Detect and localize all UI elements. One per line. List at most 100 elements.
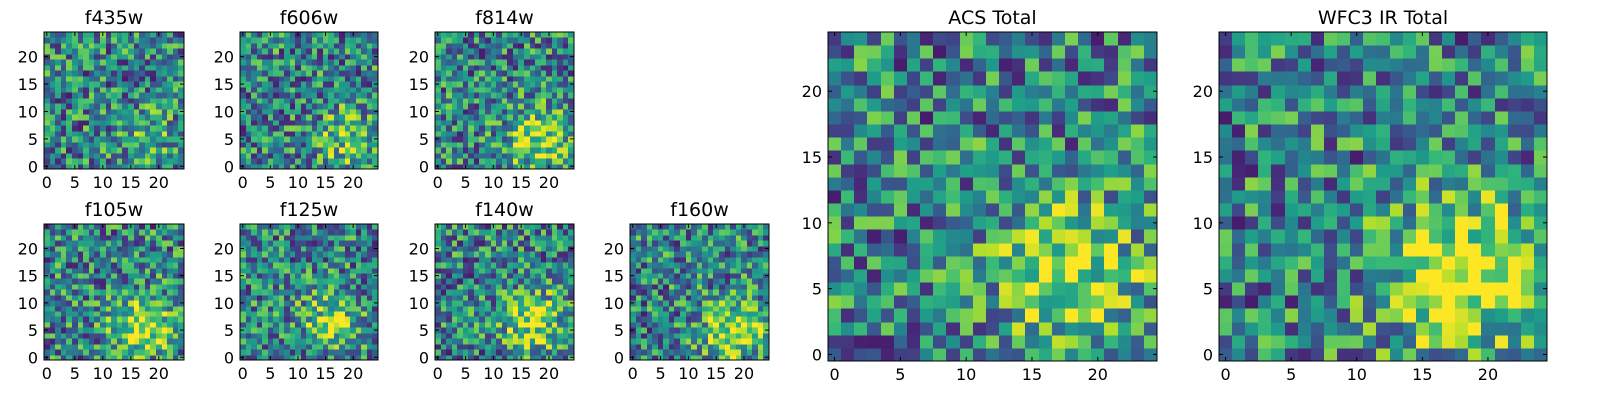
heatmap-cell	[44, 103, 51, 110]
heatmap-cell	[122, 316, 129, 323]
heatmap-cell	[457, 131, 464, 137]
heatmap-cell	[111, 125, 118, 132]
heatmap-cell	[273, 65, 280, 71]
heatmap-cell	[973, 190, 987, 204]
heatmap-cell	[828, 322, 842, 336]
heatmap-cell	[502, 81, 508, 88]
heatmap-cell	[507, 327, 514, 334]
heatmap-cell	[708, 257, 714, 263]
heatmap-cell	[641, 316, 648, 323]
heatmap-cell	[134, 262, 140, 269]
heatmap-cell	[50, 273, 56, 279]
heatmap-cell	[134, 131, 140, 137]
heatmap-cell	[485, 344, 492, 350]
heatmap-cell	[262, 229, 269, 236]
heatmap-cell	[474, 87, 480, 93]
heatmap-cell	[145, 158, 151, 165]
heatmap-cell	[301, 147, 307, 154]
heatmap-cell	[452, 76, 458, 82]
heatmap-cell	[268, 338, 274, 345]
heatmap-cell	[541, 103, 547, 110]
heatmap-cell	[496, 136, 503, 143]
heatmap-cell	[652, 316, 659, 323]
heatmap-cell	[61, 81, 67, 88]
heatmap-cell	[290, 322, 296, 328]
heatmap-cell	[663, 284, 670, 290]
heatmap-cell	[557, 338, 564, 345]
heatmap-cell	[83, 295, 90, 301]
heatmap-cell	[122, 43, 129, 49]
heatmap-cell	[708, 268, 714, 274]
heatmap-cell	[89, 257, 95, 263]
heatmap-cell	[167, 333, 174, 339]
heatmap-cell	[630, 251, 637, 258]
heatmap-cell	[55, 59, 62, 66]
heatmap-cell	[122, 246, 129, 252]
heatmap-cell	[518, 322, 525, 328]
heatmap-cell	[295, 235, 302, 241]
heatmap-cell	[986, 243, 1000, 257]
heatmap-cell	[719, 240, 726, 247]
heatmap-cell	[736, 273, 742, 279]
heatmap-cell	[541, 338, 547, 345]
heatmap-cell	[312, 316, 318, 323]
heatmap-cell	[167, 349, 174, 356]
heatmap-cell	[66, 59, 73, 66]
heatmap-cell	[162, 70, 168, 77]
heatmap-cell	[496, 262, 503, 269]
heatmap-cell	[334, 76, 340, 82]
heatmap-cell	[312, 268, 318, 274]
heatmap-cell	[1144, 164, 1158, 178]
heatmap-cell	[457, 289, 464, 296]
heatmap-cell	[485, 54, 492, 60]
heatmap-cell	[156, 311, 163, 317]
heatmap-cell	[128, 54, 135, 60]
heatmap-cell	[563, 300, 569, 307]
heatmap-cell	[933, 282, 947, 296]
heatmap-cell	[162, 32, 168, 38]
heatmap-cell	[568, 235, 575, 241]
heatmap-cell	[268, 92, 274, 99]
heatmap-cell	[986, 295, 1000, 309]
heatmap-cell	[907, 348, 921, 362]
heatmap-cell	[546, 278, 553, 285]
heatmap-cell	[541, 278, 547, 285]
heatmap-cell	[345, 257, 351, 263]
heatmap-cell	[162, 289, 168, 296]
heatmap-cell	[557, 355, 564, 361]
heatmap-cell	[999, 282, 1013, 296]
heatmap-cell	[973, 308, 987, 323]
heatmap-cell	[350, 109, 357, 115]
heatmap-cell	[441, 81, 447, 88]
heatmap-cell	[356, 65, 362, 71]
heatmap-cell	[441, 257, 447, 263]
heatmap-cell	[240, 322, 247, 328]
heatmap-cell	[317, 76, 324, 82]
heatmap-cell	[474, 70, 480, 77]
heatmap-cell	[356, 131, 362, 137]
heatmap-cell	[312, 120, 318, 126]
heatmap-cell	[502, 316, 508, 323]
heatmap-cell	[290, 142, 296, 148]
heatmap-cell	[295, 278, 302, 285]
heatmap-cell	[1131, 177, 1145, 191]
heatmap-cell	[356, 295, 362, 301]
heatmap-cell	[452, 235, 458, 241]
heatmap-cell	[920, 282, 934, 296]
heatmap-cell	[907, 190, 921, 204]
heatmap-cell	[134, 32, 140, 38]
heatmap-cell	[507, 224, 514, 230]
heatmap-cell	[702, 251, 709, 258]
heatmap-cell	[636, 240, 642, 247]
heatmap-cell	[663, 355, 670, 361]
heatmap-cell	[669, 284, 675, 290]
heatmap-cell	[507, 120, 514, 126]
heatmap-cell	[452, 338, 458, 345]
heatmap-cell	[468, 240, 475, 247]
heatmap-cell	[741, 300, 748, 307]
heatmap-cell	[240, 125, 247, 132]
heatmap-cell	[273, 273, 280, 279]
heatmap-cell	[66, 76, 73, 82]
heatmap-cell	[257, 333, 263, 339]
heatmap-cell	[306, 147, 313, 154]
